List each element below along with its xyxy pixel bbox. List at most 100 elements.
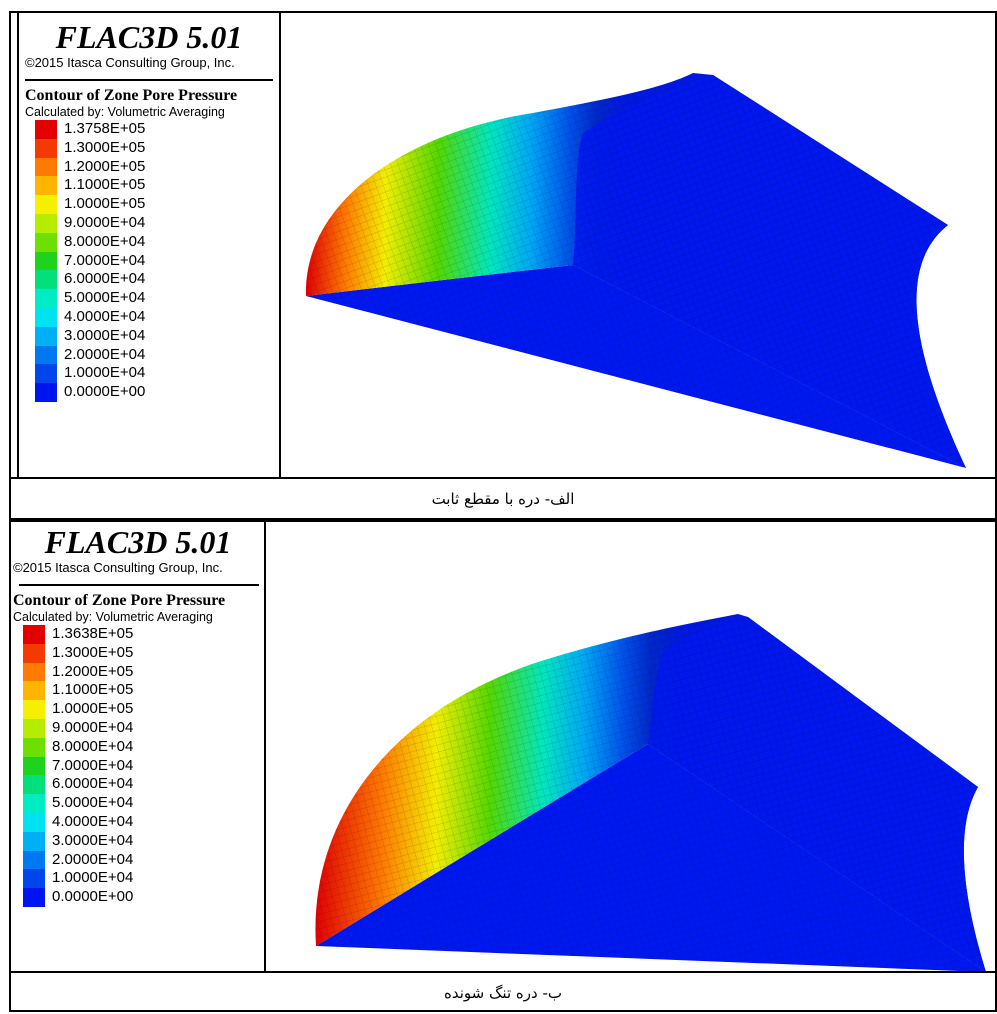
scale-label: 7.0000E+04: [52, 756, 134, 774]
scale-entry: 1.3000E+05: [35, 138, 273, 158]
contour-title: Contour of Zone Pore Pressure: [13, 592, 226, 609]
scale-entry: 4.0000E+04: [23, 812, 263, 832]
scale-label: 0.0000E+00: [52, 888, 134, 906]
scale-swatch: [35, 345, 57, 365]
scale-swatch: [35, 120, 57, 139]
scale-entry: 3.0000E+04: [35, 326, 273, 346]
caption-b: ب- دره تنگ شونده: [11, 971, 995, 1014]
scale-label: 6.0000E+04: [64, 270, 146, 288]
scale-swatch: [35, 270, 57, 290]
scale-label: 5.0000E+04: [52, 794, 134, 812]
scale-label: 8.0000E+04: [52, 737, 134, 755]
scale-label: 8.0000E+04: [64, 232, 146, 250]
scale-entry: 6.0000E+04: [23, 775, 263, 795]
scale-swatch: [35, 383, 57, 403]
scale-label: 9.0000E+04: [64, 213, 146, 231]
scale-swatch: [23, 812, 45, 832]
software-title: FLAC3D 5.01: [55, 19, 243, 55]
scale-entry: 7.0000E+04: [35, 251, 273, 271]
scale-label: 1.2000E+05: [52, 662, 134, 680]
scale-swatch: [35, 307, 57, 327]
scale-label: 4.0000E+04: [52, 812, 134, 830]
scale-swatch: [35, 157, 57, 177]
scale-swatch: [23, 662, 45, 682]
scale-entry: 1.2000E+05: [35, 157, 273, 177]
scale-label: 1.0000E+04: [64, 364, 146, 382]
scale-label: 2.0000E+04: [64, 345, 146, 363]
scale-entry: 1.1000E+05: [23, 681, 263, 701]
scale-label: 1.0000E+04: [52, 869, 134, 887]
calc-method: Calculated by: Volumetric Averaging: [13, 610, 213, 624]
scale-swatch: [23, 831, 45, 851]
scale-entry: 9.0000E+04: [35, 213, 273, 233]
scale-label: 6.0000E+04: [52, 775, 134, 793]
contour-plot: [315, 614, 986, 971]
scale-entry: 1.0000E+04: [23, 869, 263, 889]
scale-entry: 8.0000E+04: [23, 737, 263, 757]
scale-swatch: [35, 326, 57, 346]
scale-label: 1.3000E+05: [64, 138, 146, 156]
scale-swatch: [23, 643, 45, 663]
scale-label: 1.1000E+05: [52, 681, 134, 699]
scale-entry: 5.0000E+04: [23, 794, 263, 814]
scale-swatch: [23, 756, 45, 776]
figure-a: FLAC3D 5.01 ©2015 Itasca Consulting Grou…: [9, 11, 997, 520]
scale-label: 1.3638E+05: [52, 625, 134, 642]
scale-label: 1.3000E+05: [52, 643, 134, 661]
scale-label: 7.0000E+04: [64, 251, 146, 269]
contour-plot: [305, 73, 967, 468]
scale-swatch: [35, 232, 57, 252]
scale-label: 3.0000E+04: [52, 831, 134, 849]
scale-swatch: [35, 364, 57, 384]
scale-entry: 0.0000E+00: [23, 888, 263, 908]
scale-entry: 5.0000E+04: [35, 289, 273, 309]
color-scale: 1.3758E+05 1.3000E+05 1.2000E+05 1.1000E+05…: [35, 120, 273, 403]
scale-swatch: [23, 737, 45, 757]
scale-swatch: [35, 251, 57, 271]
scale-label: 1.2000E+05: [64, 157, 146, 175]
scale-label: 9.0000E+04: [52, 718, 134, 736]
scale-entry: 6.0000E+04: [35, 270, 273, 290]
scale-entry: 3.0000E+04: [23, 831, 263, 851]
scale-label: 5.0000E+04: [64, 289, 146, 307]
scale-swatch: [35, 195, 57, 215]
software-title: FLAC3D 5.01: [44, 524, 232, 560]
legend-panel: FLAC3D 5.01 ©2015 Itasca Consulting Grou…: [11, 13, 281, 477]
scale-entry: 4.0000E+04: [35, 307, 273, 327]
scale-entry: 1.2000E+05: [23, 662, 263, 682]
scale-swatch: [23, 700, 45, 720]
scale-swatch: [23, 869, 45, 889]
scale-label: 1.0000E+05: [52, 700, 134, 718]
scale-swatch: [35, 213, 57, 233]
scale-entry: 1.3000E+05: [23, 643, 263, 663]
divider: [25, 79, 273, 81]
scale-entry: 2.0000E+04: [23, 850, 263, 870]
scale-swatch: [35, 138, 57, 158]
scale-swatch: [23, 775, 45, 795]
scale-label: 0.0000E+00: [64, 383, 146, 401]
scale-swatch: [23, 625, 45, 644]
divider: [19, 584, 259, 586]
scale-label: 1.1000E+05: [64, 176, 146, 194]
scale-entry: 8.0000E+04: [35, 232, 273, 252]
copyright-text: ©2015 Itasca Consulting Group, Inc.: [13, 560, 223, 575]
scale-swatch: [23, 850, 45, 870]
scale-entry: 1.3758E+05: [35, 120, 273, 139]
scale-entry: 1.0000E+05: [35, 195, 273, 215]
scale-entry: 0.0000E+00: [35, 383, 273, 403]
scale-entry: 1.3638E+05: [23, 625, 263, 644]
scale-label: 1.3758E+05: [64, 120, 146, 137]
scale-swatch: [23, 794, 45, 814]
scale-label: 3.0000E+04: [64, 326, 146, 344]
figure-b: FLAC3D 5.01 ©2015 Itasca Consulting Grou…: [9, 520, 997, 1012]
scale-entry: 1.0000E+05: [23, 700, 263, 720]
scale-entry: 1.0000E+04: [35, 364, 273, 384]
scale-swatch: [23, 718, 45, 738]
scale-entry: 7.0000E+04: [23, 756, 263, 776]
scale-label: 2.0000E+04: [52, 850, 134, 868]
scale-label: 1.0000E+05: [64, 195, 146, 213]
legend-panel: FLAC3D 5.01 ©2015 Itasca Consulting Grou…: [11, 522, 266, 971]
copyright-text: ©2015 Itasca Consulting Group, Inc.: [25, 55, 235, 70]
scale-label: 4.0000E+04: [64, 307, 146, 325]
scale-swatch: [35, 289, 57, 309]
